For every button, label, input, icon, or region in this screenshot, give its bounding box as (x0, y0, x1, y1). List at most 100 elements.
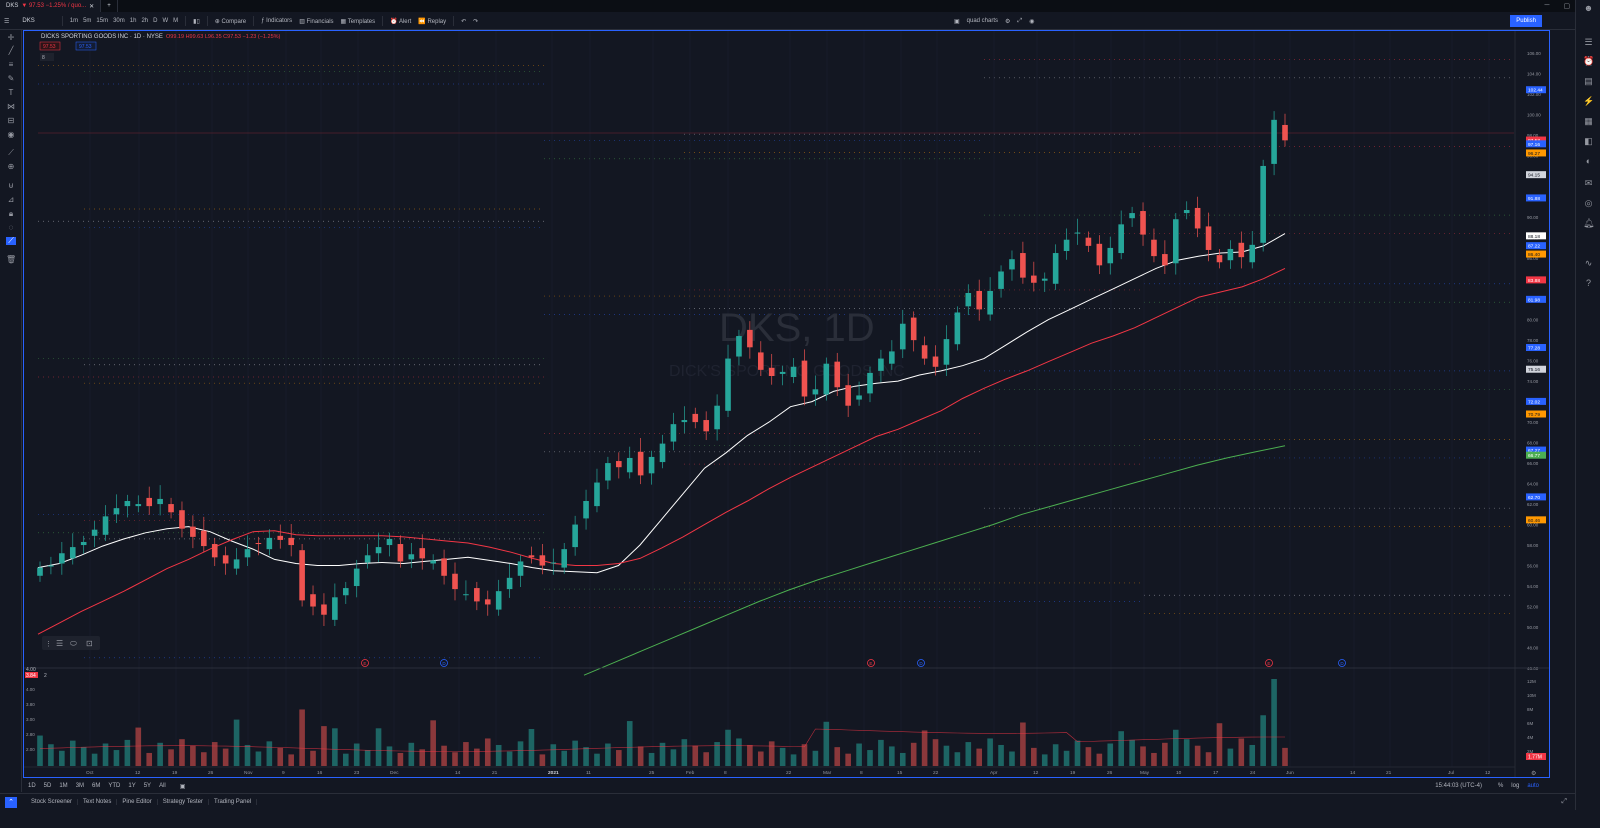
interval-1m[interactable]: 1m (69, 18, 79, 24)
publish-button[interactable]: Publish (1510, 15, 1542, 27)
maximize-icon[interactable]: ▢ (1563, 3, 1571, 10)
hide-icon[interactable]: ◌ (8, 223, 14, 232)
ruler-icon[interactable]: ⟋ (8, 148, 14, 157)
fullscreen-icon[interactable]: ⤢ (1017, 17, 1023, 24)
panel-tab[interactable]: Text Notes (78, 799, 118, 805)
object-tree-icon[interactable]: ⟋ (6, 237, 16, 245)
collapse-button[interactable] (40, 53, 54, 61)
snapshot-icon[interactable]: ◉ (1029, 18, 1035, 25)
templates-button[interactable]: ▦ Templates (340, 18, 376, 25)
interval-30m[interactable]: 30m (113, 18, 125, 24)
symbol-search[interactable]: DKS (22, 18, 35, 24)
candle (561, 543, 568, 574)
interval-M[interactable]: M (173, 18, 179, 24)
minimize-icon[interactable]: ─ (1544, 2, 1550, 9)
notifications-icon[interactable]: 🔔︎ (1583, 218, 1595, 228)
undo-icon[interactable]: ↶ (461, 18, 467, 25)
ellipse-icon[interactable]: ⬭ (70, 639, 77, 648)
log-toggle[interactable]: log (1511, 783, 1520, 789)
help-icon[interactable]: ? (1585, 278, 1591, 288)
range-1M[interactable]: 1M (59, 783, 68, 789)
range-6M[interactable]: 6M (92, 783, 101, 789)
calendar-icon[interactable]: ▦ (1584, 116, 1593, 126)
grip-icon[interactable]: ⋮ (45, 641, 52, 648)
candle (135, 495, 142, 513)
alert-button[interactable]: ⏰ Alert (390, 18, 412, 25)
panel-toggle-icon[interactable]: ⌃ (5, 797, 17, 808)
interval-15m[interactable]: 15m (96, 18, 109, 24)
alerts-icon[interactable]: ⏰ (1583, 56, 1595, 66)
time-tick-label: 26 (1107, 770, 1113, 776)
go-to-date-icon[interactable]: ▣ (179, 783, 186, 790)
fib-icon[interactable]: ≡ (8, 60, 14, 69)
settings-icon[interactable]: ⚙ (1005, 18, 1011, 25)
user-icon[interactable]: ☻ (1583, 3, 1594, 13)
layout-select-icon[interactable]: ▣ (954, 18, 960, 25)
financials-button[interactable]: ▥ Financials (299, 18, 334, 25)
time-axis-settings-icon[interactable]: ⚙ (1531, 770, 1536, 777)
candle-body (572, 524, 578, 548)
pulse-icon[interactable]: ∿ (1584, 258, 1593, 268)
range-5Y[interactable]: 5Y (143, 783, 152, 789)
layout-name[interactable]: quad charts (966, 18, 999, 24)
interval-W[interactable]: W (162, 18, 169, 24)
data-window-icon[interactable]: ▤ (1584, 76, 1593, 86)
panel-tab[interactable]: Stock Screener (26, 799, 79, 805)
hotlist-icon[interactable]: ⚡ (1583, 96, 1595, 106)
streams-icon[interactable]: ◎ (1584, 198, 1593, 208)
indicators-button[interactable]: ƒ Indicators (261, 18, 293, 24)
range-1D[interactable]: 1D (28, 783, 36, 789)
trend-line-icon[interactable]: ╱ (8, 46, 14, 55)
zoom-icon[interactable]: ⊕ (7, 162, 15, 171)
prediction-icon[interactable]: ⊟ (7, 116, 15, 125)
watchlist-icon[interactable]: ☰ (1584, 37, 1593, 47)
auto-toggle[interactable]: auto (1527, 783, 1539, 789)
maximize-panel-icon[interactable]: ⤢ (1561, 798, 1567, 805)
percent-toggle[interactable]: % (1497, 783, 1504, 789)
list-icon[interactable]: ☰ (56, 639, 63, 648)
range-1Y[interactable]: 1Y (128, 783, 136, 789)
interval-D[interactable]: D (153, 18, 158, 24)
candle (102, 505, 109, 541)
text-icon[interactable]: T (8, 88, 14, 97)
panel-tab[interactable]: Pine Editor (117, 799, 158, 805)
candle (484, 590, 491, 616)
pattern-icon[interactable]: ⋈ (7, 102, 15, 111)
chart-tab[interactable]: DKS ▼ 97.53 −1.25% / quo... ✕ (0, 0, 102, 12)
chart-style-icon[interactable]: ▮▯ (193, 18, 200, 25)
news-icon[interactable]: ◧ (1584, 136, 1593, 146)
interval-2h[interactable]: 2h (141, 18, 149, 24)
interval-5m[interactable]: 5m (83, 18, 92, 24)
panel-tab[interactable]: Strategy Tester (158, 799, 209, 805)
range-5D[interactable]: 5D (43, 783, 52, 789)
close-icon[interactable]: ✕ (89, 3, 95, 10)
range-3M[interactable]: 3M (75, 783, 85, 789)
lock-icon[interactable]: 🔒︎ (8, 209, 14, 218)
crosshair-icon[interactable]: ✛ (7, 33, 15, 42)
candle (583, 489, 589, 530)
rectangle-icon[interactable]: ⊡ (86, 639, 93, 648)
chart-canvas[interactable]: DKS, 1D DICK'S SPORTING GOODS INC DICKS … (24, 31, 1549, 777)
interval-1h[interactable]: 1h (129, 18, 137, 24)
time-axis[interactable]: Oct 12 19 26 Nov 9 16 23 Dec 14 21 2021 11 25 Feb 8 22 Ma… (86, 770, 1491, 776)
brush-icon[interactable]: ✎ (7, 74, 15, 83)
trash-icon[interactable]: 🗑︎ (6, 255, 17, 264)
price-tick-label: 48.00 (1527, 646, 1539, 651)
ideas-icon[interactable]: ◐ (1585, 156, 1592, 166)
price-marker-box (1526, 276, 1546, 284)
new-tab-button[interactable]: + (101, 0, 118, 12)
panel-tab[interactable]: Trading Panel (209, 799, 258, 805)
moving-average-line (583, 445, 1286, 676)
replay-button[interactable]: ⏪ Replay (418, 18, 447, 25)
compare-button[interactable]: ⊕ Compare (214, 18, 247, 25)
stay-drawing-icon[interactable]: ⊿ (7, 195, 15, 204)
price-tick-label: 62.00 (1527, 502, 1539, 507)
chat-icon[interactable]: ✉ (1584, 178, 1593, 188)
eye-icon[interactable]: ◉ (7, 130, 15, 139)
menu-icon[interactable]: ☰ (4, 18, 10, 25)
redo-icon[interactable]: ↷ (473, 18, 479, 25)
range-All[interactable]: All (159, 783, 166, 789)
range-YTD[interactable]: YTD (108, 783, 121, 789)
magnet-icon[interactable]: ⊍ (8, 181, 14, 190)
volume-collapse-label[interactable]: 2 (44, 673, 47, 679)
